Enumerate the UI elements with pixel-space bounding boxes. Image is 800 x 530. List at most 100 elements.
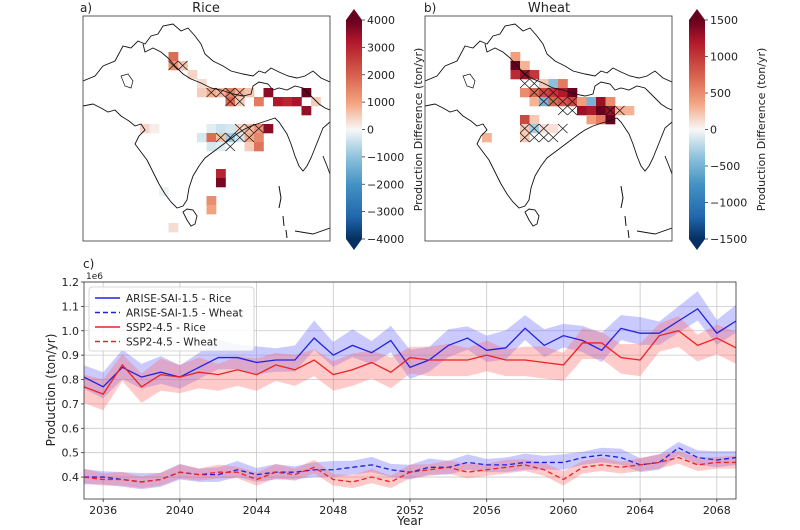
map-cell xyxy=(216,124,226,134)
significance-hatch xyxy=(538,132,549,143)
colorbar-tick-label: −500 xyxy=(710,160,740,173)
significance-hatch xyxy=(557,96,568,107)
significance-hatch xyxy=(557,123,568,134)
colorbar-tick-label: 500 xyxy=(710,87,731,100)
x-tick-label: 2068 xyxy=(703,504,731,517)
colorbar-tick-label: 1000 xyxy=(367,96,395,109)
x-tick-label: 2048 xyxy=(319,504,347,517)
colorbar-b: 1500 1000 500 0 −500 −1000 −1500 Production Dif… xyxy=(689,9,768,250)
x-axis-label: Year xyxy=(396,514,422,528)
y-axis-label: Production (ton/yr) xyxy=(44,334,58,447)
panel-c-timeseries: c) 2036 2040 2044 2048 2052 2056 2060 2064 2068 0… xyxy=(44,257,737,528)
significance-hatch xyxy=(225,96,236,107)
significance-hatch xyxy=(519,78,530,89)
significance-hatch xyxy=(519,123,530,134)
significance-hatch xyxy=(557,105,568,116)
significance-hatch xyxy=(548,132,559,143)
y-tick-label: 0.9 xyxy=(62,349,80,362)
map-cell xyxy=(292,97,302,107)
y-tick-label: 1.0 xyxy=(62,325,80,338)
y-tick-label: 0.5 xyxy=(62,447,80,460)
timeseries-lines xyxy=(84,307,736,483)
significance-hatch xyxy=(234,123,245,134)
map-cell xyxy=(520,61,530,71)
x-tick-label: 2040 xyxy=(166,504,194,517)
map-cell xyxy=(206,133,217,143)
significance-hatch xyxy=(225,141,236,152)
colorbar-tick-label: −1000 xyxy=(367,151,404,164)
map-cell xyxy=(216,178,226,188)
map-cell xyxy=(558,79,568,89)
map-a-frame xyxy=(82,15,331,242)
map-cell xyxy=(216,169,226,179)
significance-hatch xyxy=(168,60,179,71)
x-tick-label: 2036 xyxy=(89,504,117,517)
legend-entry: SSP2-4.5 - Rice xyxy=(126,322,206,334)
significance-hatch xyxy=(244,132,255,143)
map-cell xyxy=(263,88,274,98)
map-cell xyxy=(216,142,226,152)
map-cell xyxy=(596,97,606,107)
significance-hatch xyxy=(225,132,236,143)
map-cell xyxy=(311,97,321,107)
significance-hatch xyxy=(567,96,578,107)
map-cell xyxy=(197,88,207,98)
colorbar-tick-label: −4000 xyxy=(367,233,404,246)
uncertainty-band xyxy=(84,441,736,490)
significance-hatch xyxy=(605,105,616,116)
map-cell xyxy=(254,142,264,152)
colorbar-extend-min xyxy=(689,239,705,250)
uncertainty-band xyxy=(84,451,736,489)
colorbar-label: Production Difference (ton/yr) xyxy=(412,48,425,212)
map-cell xyxy=(140,124,150,134)
map-cell xyxy=(482,133,492,143)
map-cell xyxy=(529,70,540,80)
uncertainty-band xyxy=(84,316,736,411)
map-cell xyxy=(529,97,540,107)
map-cell xyxy=(586,115,597,125)
map-cell xyxy=(586,106,597,116)
map-cell xyxy=(577,106,587,116)
significance-hatch xyxy=(567,105,578,116)
map-cell xyxy=(254,97,264,107)
map-cell xyxy=(529,115,540,125)
y-tick-label: 1.1 xyxy=(62,300,80,313)
significance-hatch xyxy=(225,87,236,98)
series-line xyxy=(84,456,736,483)
panel-a-title: Rice xyxy=(192,1,220,16)
colorbar-extend-max xyxy=(689,9,705,20)
map-cell xyxy=(168,52,179,62)
map-cell xyxy=(187,70,198,80)
panel-a-label: a) xyxy=(80,1,92,15)
significance-hatch xyxy=(529,123,540,134)
significance-hatch xyxy=(234,87,245,98)
legend-entry: ARISE-SAI-1.5 - Rice xyxy=(126,293,231,305)
map-cell xyxy=(206,124,217,134)
significance-hatch xyxy=(529,132,540,143)
colorbar-tick-label: −2000 xyxy=(367,178,404,191)
significance-hatch xyxy=(206,87,217,98)
map-cell xyxy=(520,88,530,98)
map-cell xyxy=(510,61,521,71)
y-tick-label: 0.4 xyxy=(62,471,80,484)
map-cell xyxy=(558,88,568,98)
map-cell xyxy=(301,106,312,116)
significance-hatch xyxy=(519,132,530,143)
legend: ARISE-SAI-1.5 - Rice ARISE-SAI-1.5 - Whea… xyxy=(88,286,255,352)
map-cell xyxy=(548,124,559,134)
colorbar-gradient xyxy=(689,20,705,239)
map-cell xyxy=(624,106,635,116)
y-tick-label: 0.7 xyxy=(62,398,80,411)
x-tick-label: 2060 xyxy=(549,504,577,517)
map-b-cells xyxy=(482,52,635,143)
significance-hatch xyxy=(519,69,530,80)
map-cell xyxy=(605,97,616,107)
map-cell xyxy=(149,124,160,134)
map-cell xyxy=(197,133,207,143)
map-b-frame xyxy=(424,15,673,242)
colorbar-tick-label: 0 xyxy=(367,124,374,137)
map-cell xyxy=(263,124,274,134)
significance-hatch xyxy=(538,123,549,134)
colorbar-tick-label: −3000 xyxy=(367,206,404,219)
